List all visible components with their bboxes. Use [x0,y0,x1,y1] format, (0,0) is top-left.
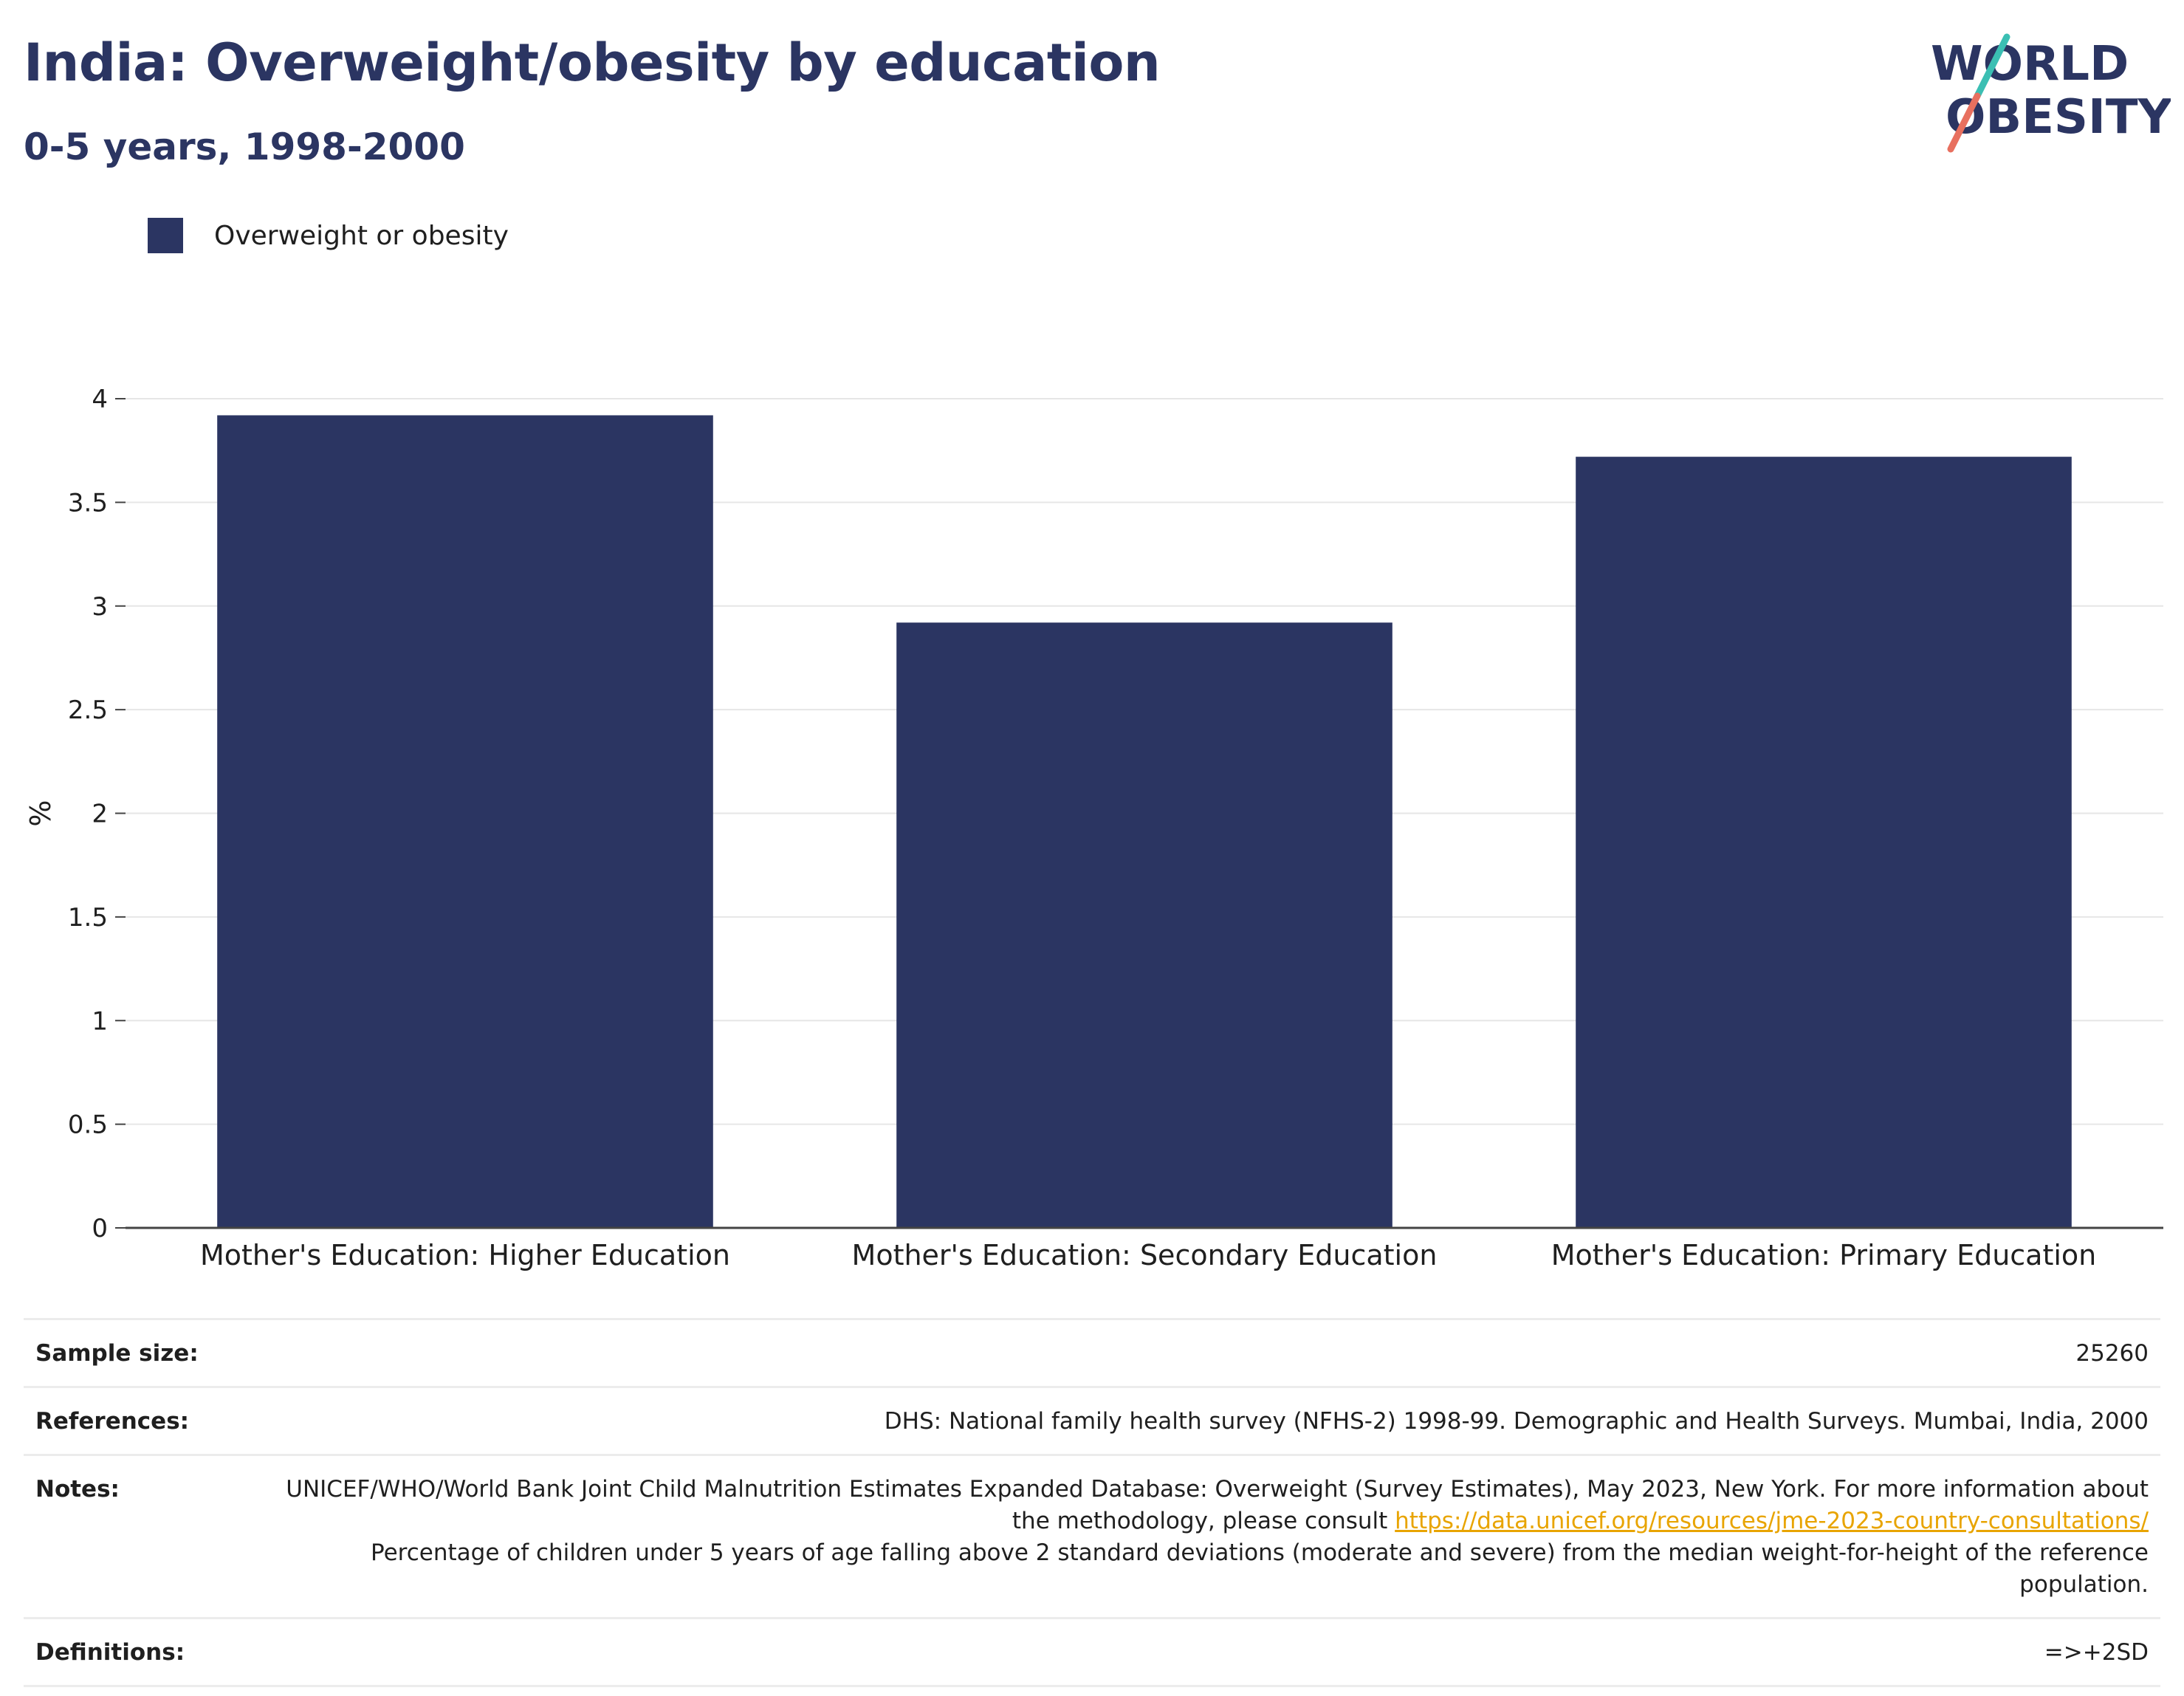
y-tick-label: 1.5 [68,903,108,933]
x-axis-labels: Mother's Education: Higher Education Moth… [200,1239,2096,1271]
x-tick-label: Mother's Education: Primary Education [1551,1239,2097,1271]
logo-slash-bottom [1947,92,1981,153]
y-tick-label: 1 [92,1006,108,1036]
methodology-link[interactable]: https://data.unicef.org/resources/jme-20… [1395,1508,2149,1534]
y-axis-ticks: 0 0.5 1 1.5 2 2.5 3 3.5 4 [68,385,108,1243]
bar [896,622,1393,1228]
references-label: References: [35,1408,190,1435]
footer-row-references: References: DHS: National family health … [24,1386,2160,1454]
y-tick-label: 3 [92,592,108,622]
sample-size-label: Sample size: [35,1340,199,1367]
bar [217,415,713,1229]
chart-title: India: Overweight/obesity by education [24,32,1161,93]
x-tick-label: Mother's Education: Higher Education [200,1239,730,1271]
world-obesity-logo: WORLD OBESITY [1931,33,2171,153]
chart-subtitle: 0-5 years, 1998-2000 [24,126,465,168]
notes-value: UNICEF/WHO/World Bank Joint Child Malnut… [258,1474,2149,1601]
logo-text-world: WORLD [1931,37,2129,92]
footer-row-definitions: Definitions: =>+2SD [24,1617,2160,1687]
y-tick-label: 4 [92,385,108,414]
references-value: DHS: National family health survey (NFHS… [884,1408,2149,1435]
sample-size-value: 25260 [2075,1340,2149,1367]
y-tick-label: 2 [92,800,108,829]
chart-footer: Sample size: 25260 References: DHS: Nati… [24,1318,2160,1687]
definitions-label: Definitions: [35,1639,185,1666]
logo-slash-top [1974,33,2010,100]
logo-text-obesity: OBESITY [1946,90,2171,145]
footer-row-sample-size: Sample size: 25260 [24,1318,2160,1386]
legend-label: Overweight or obesity [214,220,509,251]
footer-row-notes: Notes: UNICEF/WHO/World Bank Joint Child… [24,1454,2160,1617]
y-tick-label: 2.5 [68,696,108,725]
legend-swatch [148,218,183,253]
notes-text: UNICEF/WHO/World Bank Joint Child Malnut… [286,1476,2149,1534]
bars [217,415,2072,1229]
bar [1576,456,2072,1228]
notes-label: Notes: [35,1476,120,1503]
definitions-value: =>+2SD [2044,1639,2149,1666]
notes-definition-text: Percentage of children under 5 years of … [371,1539,2149,1598]
y-tick-label: 3.5 [68,488,108,518]
y-tick-label: 0 [92,1214,108,1243]
y-tick-label: 0.5 [68,1110,108,1140]
bar-chart: 0 0.5 1 1.5 2 2.5 3 3.5 4 Mother's Education: Hi… [24,385,2163,1271]
x-tick-label: Mother's Education: Secondary Education [852,1239,1438,1271]
legend: Overweight or obesity [148,218,509,253]
y-axis-title: % [24,800,57,826]
